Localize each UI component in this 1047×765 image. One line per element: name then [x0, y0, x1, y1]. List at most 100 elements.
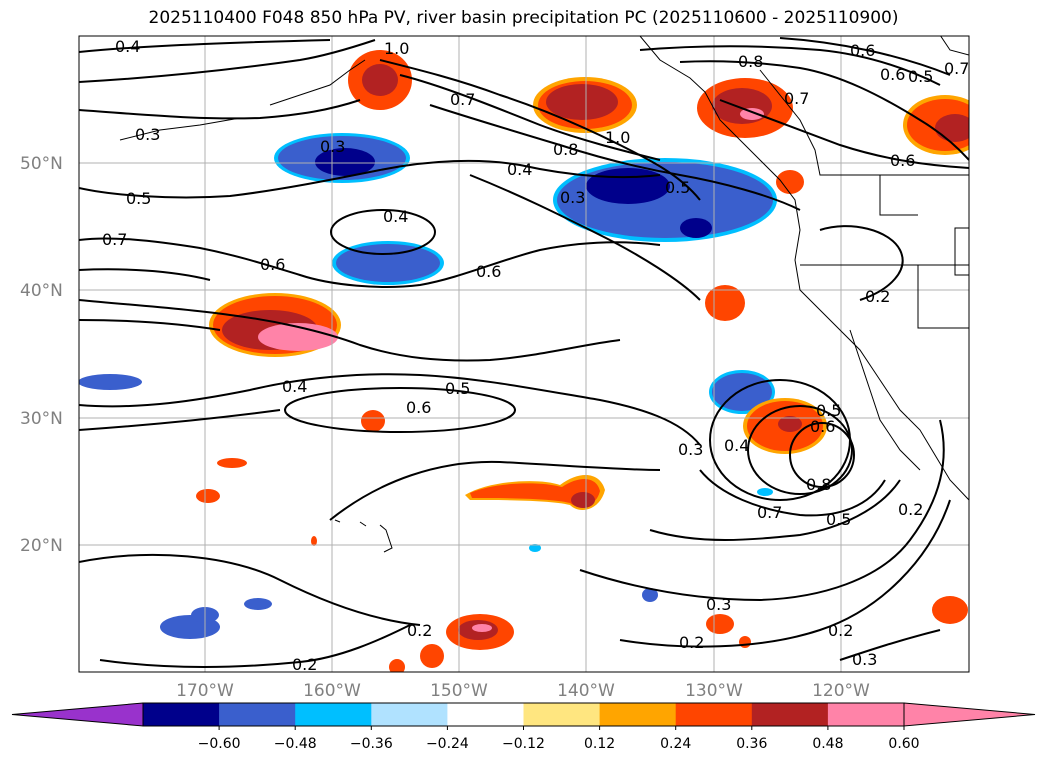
colorbar-tick-label: 0.60 [888, 736, 919, 752]
contour-label: 0.8 [738, 52, 763, 71]
precip-positive-south-4 [706, 614, 734, 634]
contour-0.6-closed-inner [747, 405, 853, 495]
colorbar-segment [447, 703, 524, 726]
colorbar-extend-high [903, 702, 1036, 727]
precip-positive-south-5 [739, 636, 751, 648]
colorbar-segment [295, 703, 372, 726]
precip-positive-southeast [932, 596, 968, 624]
map-frame [78, 35, 970, 673]
precip-negative-small-1 [642, 588, 658, 602]
lat-label: 20°N [20, 536, 63, 556]
contour-0.2-s [79, 553, 421, 626]
precip-negative-nepac-core [586, 168, 670, 204]
contour-0.6-coast [719, 99, 969, 169]
lon-label: 160°W [303, 681, 361, 701]
precip-positive-band [470, 479, 600, 507]
map-background [79, 36, 969, 672]
contour-0.5-s [649, 479, 901, 541]
contour-label: 0.2 [292, 655, 317, 674]
contour-0.8 [399, 74, 661, 161]
contour-0.2-coast [819, 225, 904, 301]
contour-label: 0.3 [135, 125, 160, 144]
contour-label: 0.2 [898, 500, 923, 519]
colorbar: −0.60 −0.48 −0.36 −0.24 −0.12 0.12 0.24 0.36 0.4… [11, 702, 1036, 752]
precip-negative-nepac-core2 [680, 218, 712, 238]
contour-label: 0.4 [115, 37, 140, 56]
colorbar-segment [219, 703, 296, 726]
contour-label: 0.5 [816, 401, 841, 420]
baja-coast [849, 329, 921, 471]
contour-label: 0.6 [850, 41, 875, 60]
colorbar-tick-label: −0.36 [350, 736, 393, 752]
precip-positive-small-4 [311, 536, 317, 546]
precip-positive-se-alaska-peak [740, 108, 764, 120]
precip-positive-south-3 [389, 659, 405, 672]
colorbar-segment [371, 703, 448, 726]
precip-negative-small-3 [529, 544, 541, 552]
contour-label: 0.7 [944, 59, 969, 78]
contour-label: 0.5 [126, 189, 151, 208]
contour-5 [79, 319, 221, 331]
contour-label: 0.6 [260, 255, 285, 274]
contour-label: 0.5 [445, 379, 470, 398]
contour-label: 0.6 [406, 398, 431, 417]
contour-label: 0.4 [724, 436, 749, 455]
contour-0.3-se2 [839, 629, 941, 661]
contour-label: 0.7 [102, 230, 127, 249]
colorbar-tick-label: 0.24 [660, 736, 691, 752]
lon-label: 120°W [812, 681, 870, 701]
colorbar-tick-label: 0.12 [584, 736, 615, 752]
state-border [917, 265, 969, 329]
plot-title: 2025110400 F048 850 hPa PV, river basin … [148, 8, 899, 28]
contour-0.4-band [79, 373, 701, 446]
contour-label: 0.5 [665, 178, 690, 197]
colorbar-segment [523, 703, 601, 726]
contour-labels: 0.4 1.0 0.3 0.5 0.7 0.6 0.4 0.6 0.4 0.3 … [102, 37, 969, 674]
contour-label: 0.6 [476, 262, 501, 281]
contour-label: 0.8 [806, 475, 831, 494]
colorbar-extend-low [11, 702, 144, 727]
colorbar-segment [143, 703, 220, 726]
precip-positive-offshore [705, 285, 745, 321]
contour-0.4-nw [79, 39, 331, 53]
contour-2 [79, 99, 361, 120]
precip-positive-small-30n [361, 410, 385, 432]
contour-0.8-closed [789, 422, 855, 488]
lat-label: 30°N [20, 409, 63, 429]
pv-contours [79, 37, 969, 668]
contour-label: 0.7 [757, 503, 782, 522]
precip-negative-nepac [557, 162, 773, 238]
contour-label: 1.0 [384, 39, 409, 58]
contour-0.8-ne [679, 60, 969, 161]
hawaii [334, 519, 393, 553]
contour-1 [79, 39, 376, 83]
lat-label: 40°N [20, 281, 63, 301]
lon-label: 130°W [685, 681, 743, 701]
map-area: 0.4 1.0 0.3 0.5 0.7 0.6 0.4 0.6 0.4 0.3 … [79, 36, 969, 674]
precip-positive-goa-core [546, 84, 618, 120]
contour-label: 0.3 [320, 137, 345, 156]
gridlines [79, 36, 969, 672]
lon-label: 170°W [176, 681, 234, 701]
lon-axis: 170°W 160°W 150°W 140°W 130°W 120°W [176, 681, 870, 701]
contour-4 [79, 299, 621, 362]
contour-label: 0.5 [826, 510, 851, 529]
small-region [954, 227, 969, 276]
lon-label: 140°W [557, 681, 615, 701]
colorbar-tick-label: −0.12 [502, 736, 545, 752]
contour-0.3-s [329, 460, 661, 521]
precip-negative-north-core [315, 148, 375, 176]
precip-positive-se-alaska-core [712, 88, 772, 124]
contour-label: 0.7 [450, 90, 475, 109]
contour-0.5 [79, 159, 661, 199]
precip-positive-aleutian-core [362, 64, 398, 96]
precip-negative-small-2 [757, 488, 773, 496]
aleutians-west [119, 117, 241, 141]
contour-label: 0.6 [810, 417, 835, 436]
contour-0.2-se [619, 499, 951, 648]
province-border [879, 175, 918, 216]
contour-0.4-ne [469, 174, 701, 301]
contour-1.0 [379, 59, 701, 201]
colorbar-tick-label: −0.24 [426, 736, 469, 752]
